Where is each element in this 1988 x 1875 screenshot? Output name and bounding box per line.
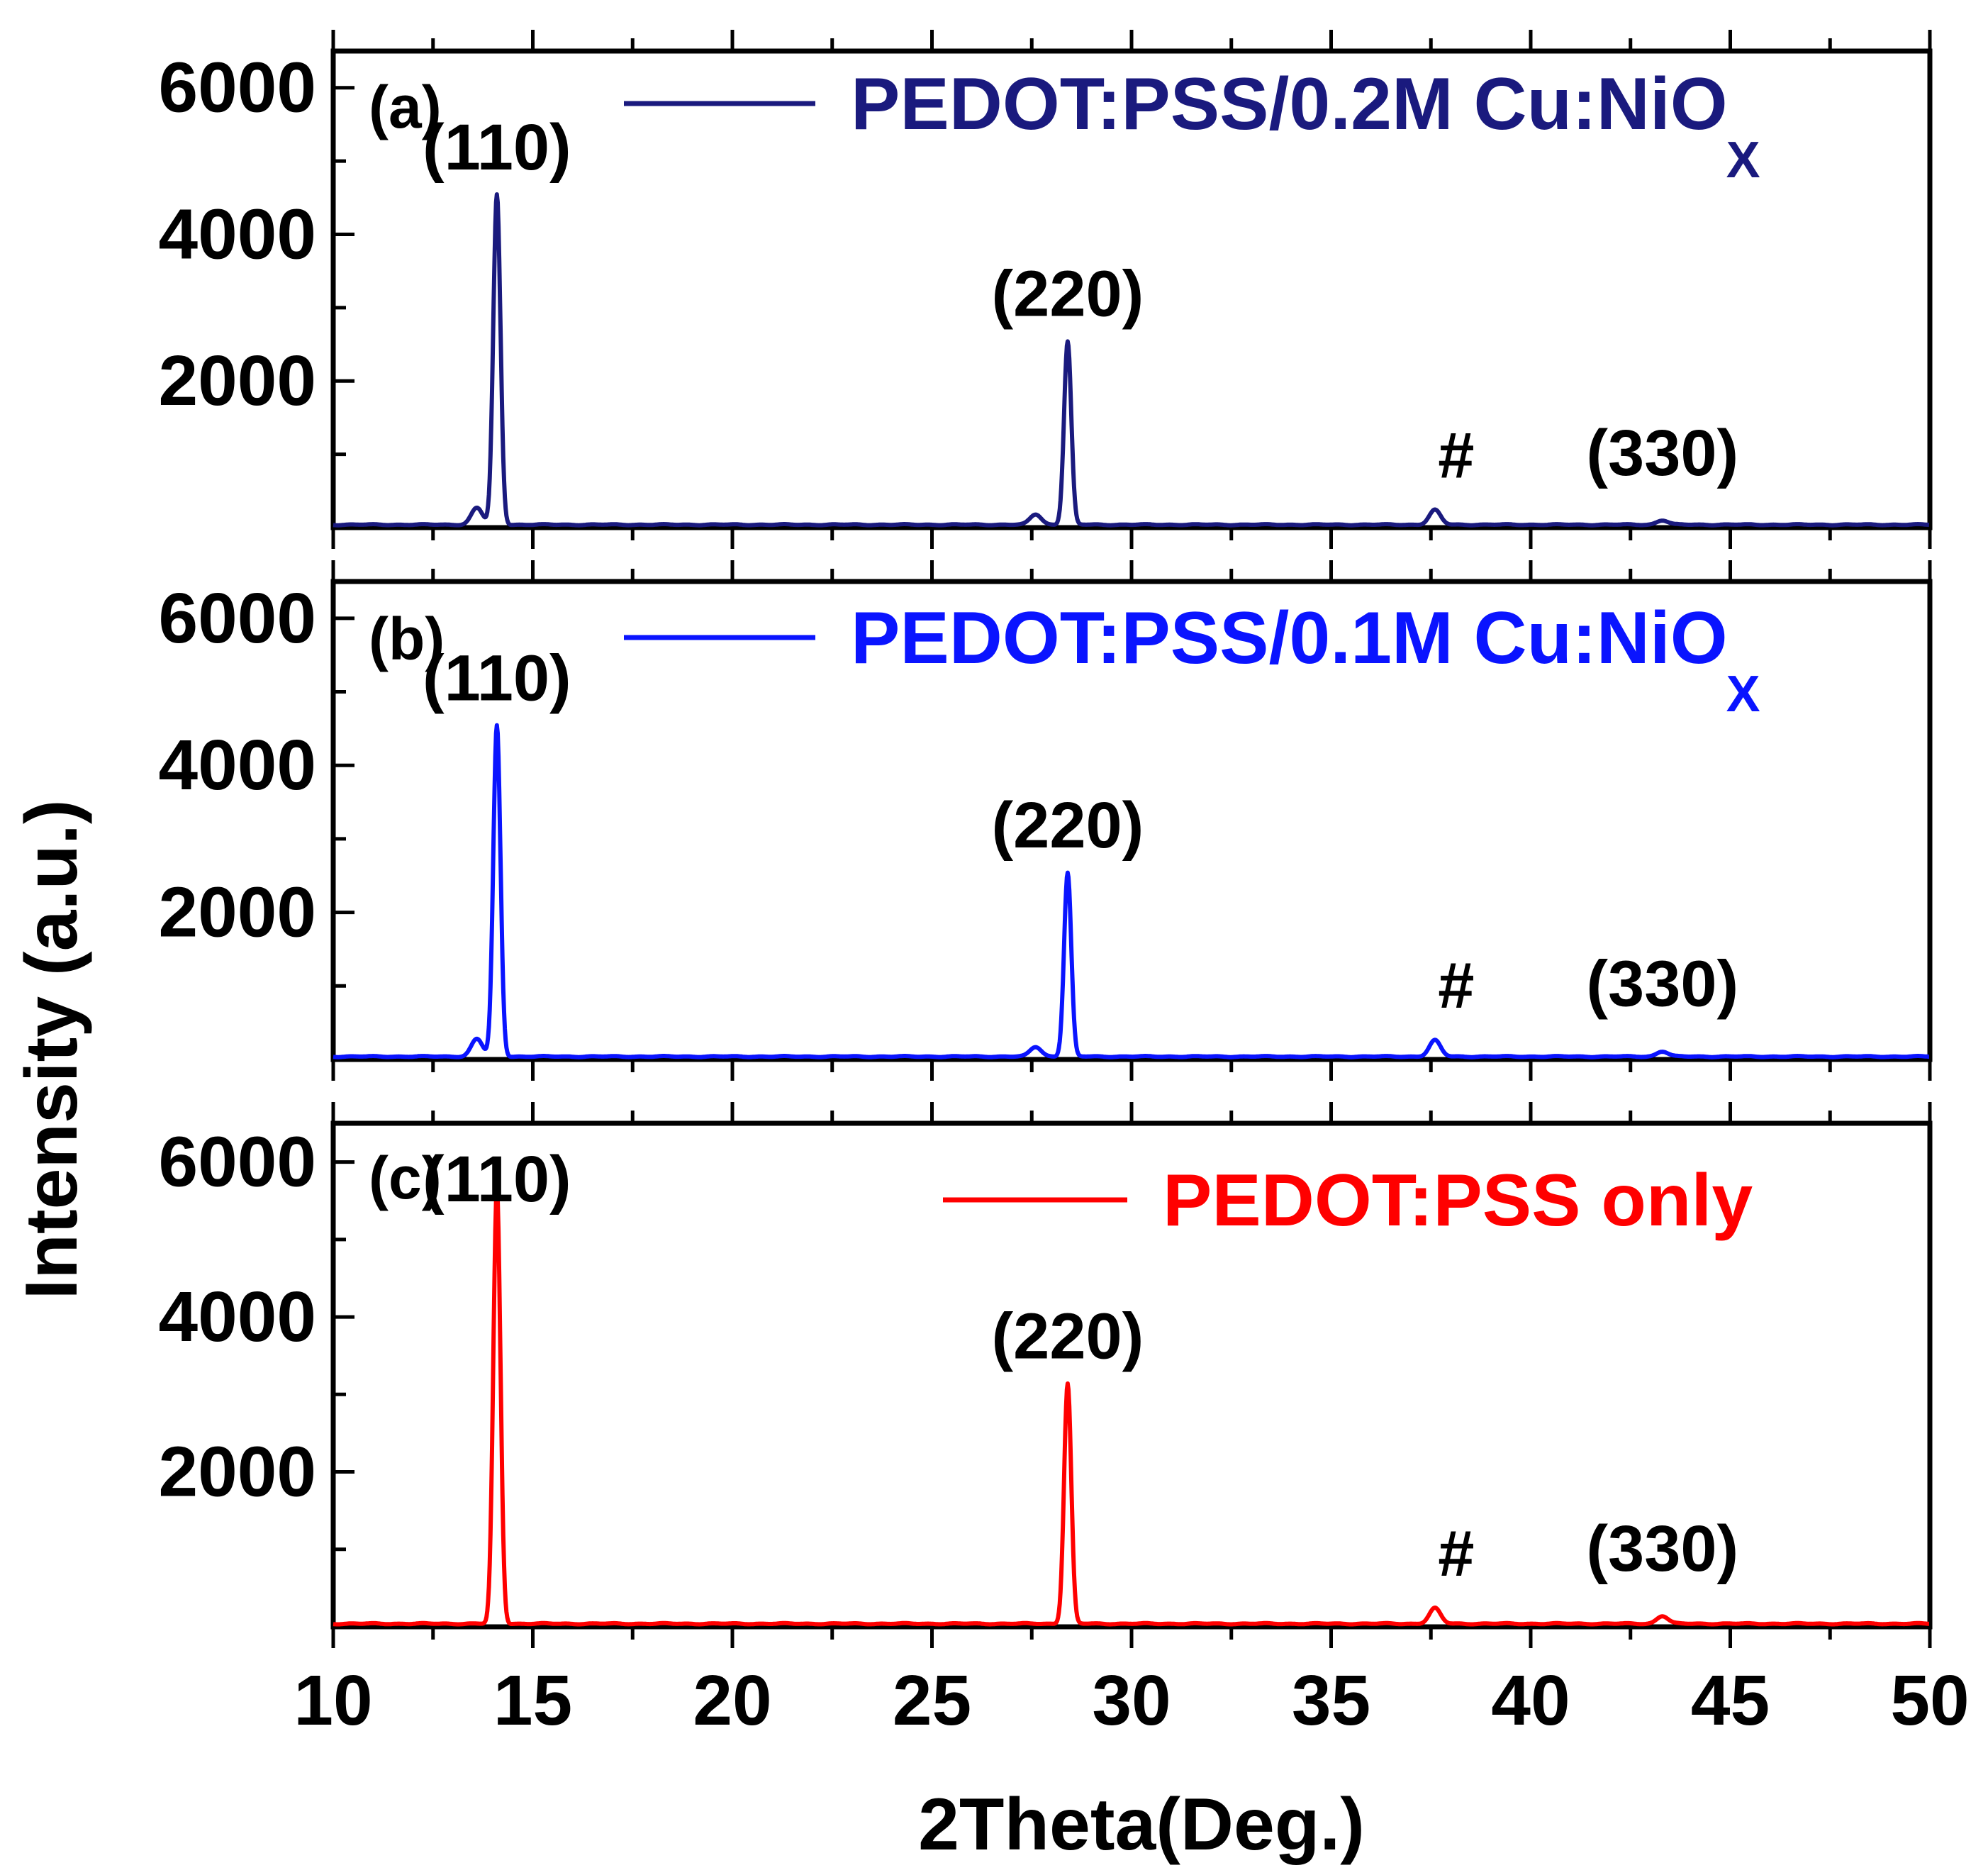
legend-label: PEDOT:PSS/0.1M Cu:NiO <box>851 597 1728 679</box>
x-tick-label: 50 <box>1890 1661 1969 1740</box>
x-tick-label: 30 <box>1092 1661 1171 1740</box>
peak-label-110: (110) <box>423 111 571 184</box>
y-tick-label: 4000 <box>159 725 316 805</box>
y-tick-label: 2000 <box>159 873 316 952</box>
peak-label-330: (330) <box>1586 1513 1738 1585</box>
x-tick-label: 45 <box>1691 1661 1770 1740</box>
peak-label-: # <box>1438 419 1474 491</box>
y-tick-label: 6000 <box>159 48 316 128</box>
peak-label-110: (110) <box>423 642 571 714</box>
panel-tag: (c) <box>369 1145 442 1211</box>
x-tick-labels: 10 15 20 25 30 35 40 45 50 <box>294 1661 1969 1740</box>
peak-label-330: (330) <box>1586 417 1738 489</box>
panels-group: 2000 4000 6000 (110) (220) # (330) (a) PEDOT:PSS… <box>159 30 1933 1648</box>
x-tick-label: 20 <box>693 1661 771 1740</box>
peak-label-330: (330) <box>1586 948 1738 1020</box>
panel-tag: (a) <box>369 74 442 140</box>
y-tick-label: 2000 <box>159 341 316 421</box>
y-tick-label: 2000 <box>159 1432 316 1512</box>
peak-label-: # <box>1438 1518 1474 1590</box>
y-tick-label: 4000 <box>159 194 316 274</box>
panel-b: 2000 4000 6000 (110) (220) # (330) (b) PEDOT:PSS… <box>159 560 1933 1081</box>
x-tick-label: 15 <box>493 1661 572 1740</box>
legend-subscript: X <box>1726 132 1760 189</box>
xrd-series-line <box>332 192 1931 528</box>
panel-a: 2000 4000 6000 (110) (220) # (330) (a) PEDOT:PSS… <box>159 30 1933 549</box>
y-tick-label: 6000 <box>159 579 316 658</box>
x-tick-label: 10 <box>294 1661 372 1740</box>
x-tick-label: 25 <box>893 1661 971 1740</box>
x-axis-title: 2Theta(Deg.) <box>918 1784 1365 1866</box>
xrd-series-line <box>332 723 1931 1059</box>
y-tick-label: 6000 <box>159 1123 316 1202</box>
legend-label: PEDOT:PSS only <box>1163 1159 1753 1242</box>
peak-label-220: (220) <box>992 789 1144 862</box>
panel-tag: (b) <box>369 606 445 672</box>
panel-c: 2000 4000 6000 (110) (220) # (330) (c) PEDOT:PSS… <box>159 1102 1933 1648</box>
legend-label: PEDOT:PSS/0.2M Cu:NiO <box>851 63 1728 145</box>
peak-label-220: (220) <box>992 1300 1144 1372</box>
x-tick-label: 35 <box>1292 1661 1370 1740</box>
peak-label-110: (110) <box>423 1143 571 1215</box>
xrd-series-line <box>332 1187 1931 1627</box>
y-tick-label: 4000 <box>159 1277 316 1357</box>
peak-label-220: (220) <box>992 258 1144 330</box>
y-axis-title: Intensity (a.u.) <box>11 800 93 1300</box>
legend-subscript: X <box>1726 666 1760 723</box>
peak-label-: # <box>1438 950 1474 1022</box>
x-tick-label: 40 <box>1491 1661 1570 1740</box>
